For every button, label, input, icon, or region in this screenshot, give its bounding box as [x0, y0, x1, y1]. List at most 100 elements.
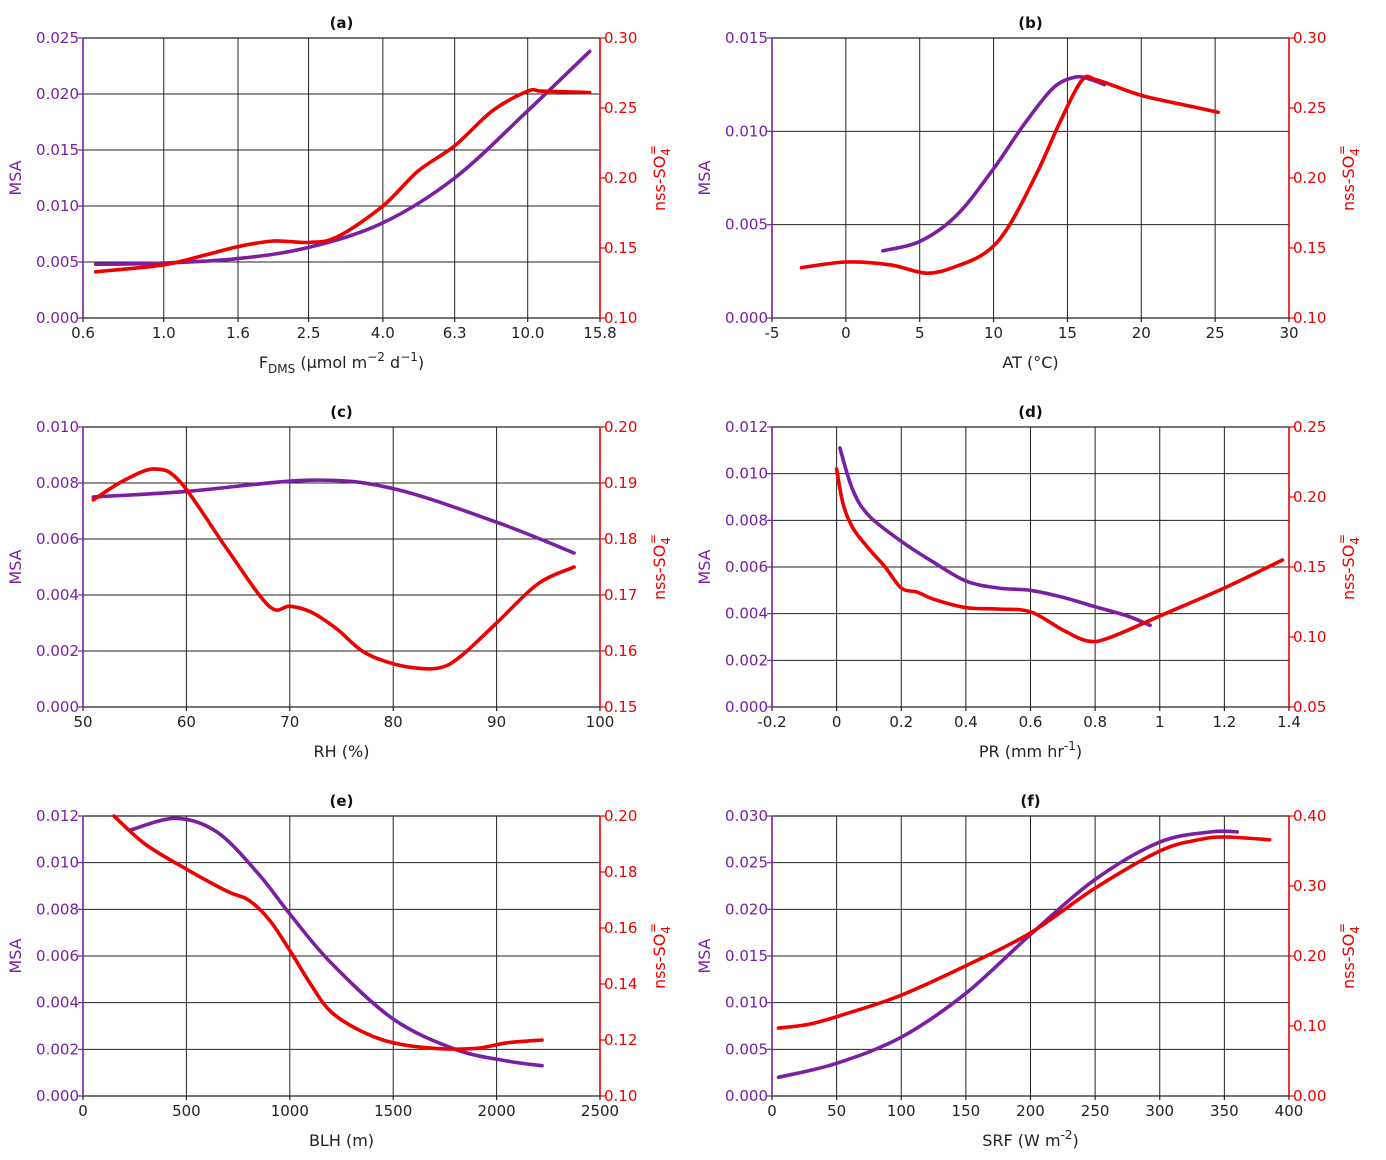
right-axis-tick-label: 0.16 — [604, 919, 637, 937]
x-axis-tick-label: 60 — [177, 713, 196, 731]
right-axis-tick-label: 0.15 — [1293, 239, 1326, 257]
x-axis-tick-label: 2.5 — [297, 324, 321, 342]
left-axis-label: MSA — [695, 160, 714, 195]
left-axis-tick-label: 0.020 — [36, 85, 79, 103]
x-axis-tick-label: 250 — [1081, 1102, 1110, 1120]
left-axis-tick-label: 0.000 — [36, 698, 79, 716]
left-axis-tick-label: 0.000 — [725, 309, 768, 327]
left-axis-tick-label: 0.006 — [725, 558, 768, 576]
right-axis-tick-label: 0.20 — [604, 418, 637, 436]
right-axis-tick-label: 0.10 — [604, 309, 637, 327]
chart-panel-2: 0.000 0.005 0.010 0.015 0.10 0.15 0.20 0.25 0.30… — [695, 14, 1362, 372]
right-axis-tick-label: 0.25 — [1293, 418, 1326, 436]
x-axis-tick-label: 2000 — [478, 1102, 516, 1120]
panel-title: (b) — [1018, 14, 1042, 32]
left-axis-tick-label: 0.010 — [725, 122, 768, 140]
msa-series-line — [91, 478, 576, 555]
left-axis-tick-label: 0.002 — [725, 651, 768, 669]
left-axis-tick-label: 0.008 — [725, 511, 768, 529]
right-axis-tick-label: 0.18 — [604, 863, 637, 881]
chart-panel-5: 0.000 0.002 0.004 0.006 0.008 0.010 0.012 0.10 0… — [6, 792, 673, 1150]
x-axis-tick-label: 0.6 — [1019, 713, 1043, 731]
left-axis-tick-label: 0.015 — [36, 141, 79, 159]
left-axis-tick-label: 0.025 — [725, 854, 768, 872]
left-axis-tick-label: 0.010 — [725, 994, 768, 1012]
left-axis-tick-label: 0.002 — [36, 1040, 79, 1058]
x-axis-tick-label: 0 — [832, 713, 842, 731]
x-axis-tick-label: 80 — [384, 713, 403, 731]
x-axis-label: FDMS (μmol m−2 d−1) — [259, 350, 424, 376]
chart-panel-1: 0.000 0.005 0.010 0.015 0.020 0.025 0.10 0.15 0.… — [6, 14, 673, 376]
panel-title: (c) — [330, 403, 353, 421]
left-axis-tick-label: 0.002 — [36, 642, 79, 660]
left-axis-tick-label: 0.004 — [36, 994, 79, 1012]
chart-panel-3: 0.000 0.002 0.004 0.006 0.008 0.010 0.15 0.16 0.… — [6, 403, 673, 761]
x-axis-tick-label: 1.4 — [1277, 713, 1301, 731]
right-axis-label: nss-SO4= — [1335, 923, 1362, 989]
x-axis-tick-label: 6.3 — [443, 324, 467, 342]
right-axis-tick-label: 0.15 — [604, 239, 637, 257]
x-axis-tick-label: 0.4 — [954, 713, 978, 731]
x-axis-tick-label: 15 — [1058, 324, 1077, 342]
right-axis-tick-label: 0.20 — [604, 169, 637, 187]
x-axis-label: AT (°C) — [1002, 353, 1058, 372]
left-axis-tick-label: 0.008 — [36, 900, 79, 918]
x-axis-tick-label: -5 — [765, 324, 780, 342]
left-axis-tick-label: 0.005 — [725, 1040, 768, 1058]
left-axis-tick-label: 0.010 — [36, 854, 79, 872]
nss-so4-series-line — [112, 814, 544, 1051]
x-axis-label: PR (mm hr-1) — [979, 739, 1082, 761]
x-axis-tick-label: 20 — [1132, 324, 1151, 342]
left-axis-label: MSA — [6, 160, 25, 195]
right-axis-tick-label: 0.20 — [1293, 169, 1326, 187]
right-axis-tick-label: 0.10 — [1293, 1017, 1326, 1035]
left-axis-tick-label: 0.000 — [725, 698, 768, 716]
left-axis-tick-label: 0.010 — [725, 465, 768, 483]
right-axis-tick-label: 0.20 — [604, 807, 637, 825]
right-axis-tick-label: 0.15 — [1293, 558, 1326, 576]
right-axis-tick-label: 0.40 — [1293, 807, 1326, 825]
left-axis-tick-label: 0.015 — [725, 947, 768, 965]
x-axis-tick-label: 4.0 — [371, 324, 395, 342]
left-axis-label: MSA — [6, 938, 25, 973]
left-axis-tick-label: 0.015 — [725, 29, 768, 47]
x-axis-tick-label: 300 — [1145, 1102, 1174, 1120]
nss-so4-series-line — [91, 467, 576, 671]
left-axis-tick-label: 0.005 — [36, 253, 79, 271]
left-axis-tick-label: 0.000 — [36, 309, 79, 327]
x-axis-tick-label: 1000 — [271, 1102, 309, 1120]
chart-panel-4: 0.000 0.002 0.004 0.006 0.008 0.010 0.012 0.05 0… — [695, 403, 1362, 761]
right-axis-label: nss-SO4= — [1335, 534, 1362, 600]
x-axis-tick-label: 15.8 — [583, 324, 616, 342]
left-axis-tick-label: 0.010 — [36, 418, 79, 436]
x-axis-tick-label: 70 — [280, 713, 299, 731]
panel-title: (d) — [1018, 403, 1042, 421]
x-axis-tick-label: 0 — [78, 1102, 88, 1120]
x-axis-label: BLH (m) — [309, 1131, 374, 1150]
right-axis-tick-label: 0.16 — [604, 642, 637, 660]
x-axis-tick-label: 200 — [1016, 1102, 1045, 1120]
right-axis-label: nss-SO4= — [646, 923, 673, 989]
left-axis-label: MSA — [6, 549, 25, 584]
right-axis-tick-label: 0.30 — [604, 29, 637, 47]
nss-so4-series-line — [776, 835, 1272, 1030]
msa-series-line — [128, 816, 544, 1068]
right-axis-tick-label: 0.00 — [1293, 1087, 1326, 1105]
x-axis-tick-label: 1500 — [374, 1102, 412, 1120]
x-axis-tick-label: 500 — [172, 1102, 201, 1120]
x-axis-tick-label: 2500 — [581, 1102, 619, 1120]
left-axis-tick-label: 0.000 — [36, 1087, 79, 1105]
right-axis-tick-label: 0.18 — [604, 530, 637, 548]
right-axis-tick-label: 0.30 — [1293, 877, 1326, 895]
x-axis-tick-label: 350 — [1210, 1102, 1239, 1120]
right-axis-tick-label: 0.05 — [1293, 698, 1326, 716]
x-axis-tick-label: 30 — [1279, 324, 1298, 342]
right-axis-tick-label: 0.25 — [604, 99, 637, 117]
x-axis-tick-label: 5 — [915, 324, 925, 342]
right-axis-tick-label: 0.15 — [604, 698, 637, 716]
left-axis-label: MSA — [695, 549, 714, 584]
x-axis-tick-label: 90 — [487, 713, 506, 731]
left-axis-tick-label: 0.012 — [36, 807, 79, 825]
x-axis-tick-label: 1.0 — [152, 324, 176, 342]
